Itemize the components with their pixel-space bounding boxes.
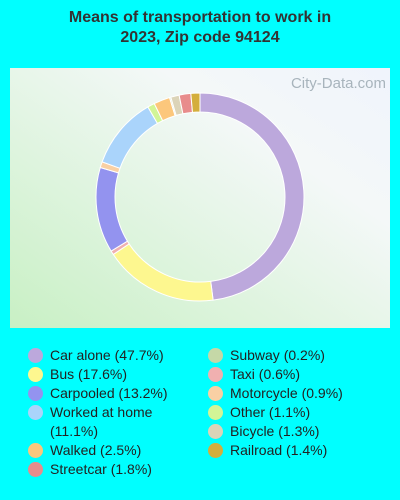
- legend-marker: [208, 348, 223, 363]
- legend-marker: [28, 405, 43, 420]
- chart: City-Data.com: [10, 68, 390, 328]
- legend-item: Other (1.1%): [208, 403, 380, 422]
- legend-label: Walked (2.5%): [50, 442, 142, 458]
- legend-label: Taxi (0.6%): [230, 366, 301, 382]
- legend-item: Worked at home (11.1%): [28, 403, 200, 441]
- legend-label: Worked at home (11.1%): [50, 404, 153, 439]
- legend-item: Bus (17.6%): [28, 365, 200, 384]
- legend-marker: [208, 424, 223, 439]
- legend-item: Car alone (47.7%): [28, 346, 200, 365]
- donut-slice: [190, 92, 201, 113]
- legend-item: Streetcar (1.8%): [28, 460, 200, 479]
- legend-item: Bicycle (1.3%): [208, 422, 380, 441]
- legend-label: Carpooled (13.2%): [50, 385, 168, 401]
- legend-column: Subway (0.2%) Taxi (0.6%) Motorcycle (0.9%…: [208, 346, 388, 460]
- title-line: Means of transportation to work in: [68, 9, 332, 26]
- watermark: City-Data.com: [291, 75, 386, 92]
- legend-marker: [208, 367, 223, 382]
- legend-marker: [208, 443, 223, 458]
- legend-label: Car alone (47.7%): [50, 347, 164, 363]
- legend-label: Bicycle (1.3%): [230, 423, 320, 439]
- legend-label: Motorcycle (0.9%): [230, 385, 343, 401]
- legend-marker: [28, 462, 43, 477]
- legend-item: Walked (2.5%): [28, 441, 200, 460]
- legend-label: Streetcar (1.8%): [50, 461, 152, 477]
- legend-item: Motorcycle (0.9%): [208, 384, 380, 403]
- legend-label: Bus (17.6%): [50, 366, 128, 382]
- legend-marker: [28, 348, 43, 363]
- legend-item: Railroad (1.4%): [208, 441, 380, 460]
- title-line: 2023, Zip code 94124: [120, 29, 280, 46]
- legend-item: Subway (0.2%): [208, 346, 380, 365]
- legend-label: Railroad (1.4%): [230, 442, 328, 458]
- legend-item: Taxi (0.6%): [208, 365, 380, 384]
- legend-item: Carpooled (13.2%): [28, 384, 200, 403]
- legend-label: Other (1.1%): [230, 404, 311, 420]
- legend-marker: [208, 405, 223, 420]
- chart-title: Means of transportation to work in 2023,…: [0, 8, 400, 48]
- legend-marker: [28, 367, 43, 382]
- legend-marker: [208, 386, 223, 401]
- legend-marker: [28, 443, 43, 458]
- legend-label: Subway (0.2%): [230, 347, 325, 363]
- legend-column: Car alone (47.7%) Bus (17.6%) Carpooled (1…: [28, 346, 208, 479]
- legend-marker: [28, 386, 43, 401]
